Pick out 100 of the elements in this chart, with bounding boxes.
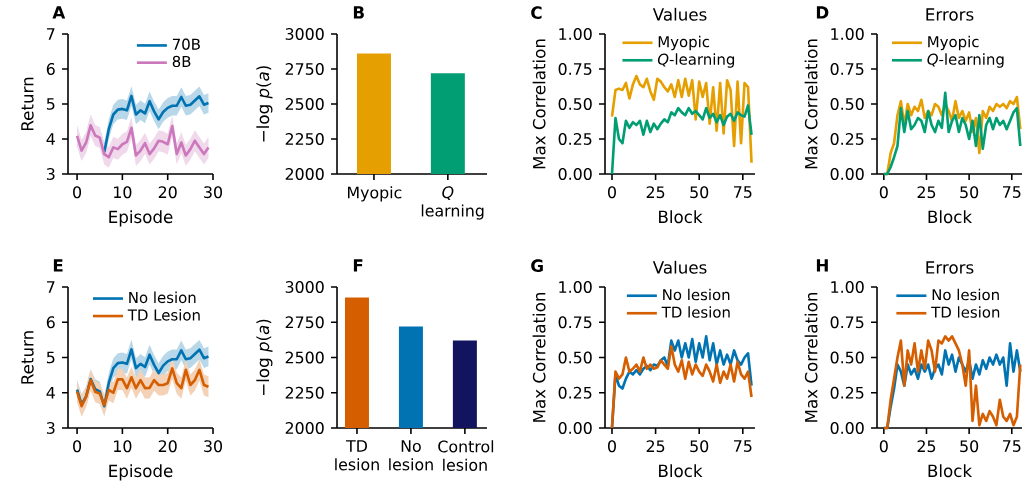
y-axis-title: −log p(a) [256,319,273,396]
x-tick-label: 0 [608,440,616,453]
text: E [53,259,63,272]
y-tick-label: 1.00 [831,28,864,40]
y-tick-label: 0.00 [558,422,592,434]
x-axis-title: Block [659,210,703,224]
y-tick-label: 0.25 [558,386,592,399]
x-tick-label: 25 [917,440,936,453]
x-tick-label: 25 [917,186,936,199]
text: C [531,6,542,19]
y-tick-label: 2250 [285,133,324,145]
y-tick-label: 2250 [285,386,324,399]
text: F [353,259,363,272]
x-axis-title: Block [928,464,973,478]
y-axis-title: Max Correlation [804,292,818,422]
legend-label: No lesion [932,288,999,301]
x-tick-label: No lesion [389,440,433,471]
y-tick-label: 2000 [285,168,324,180]
y-tick-label: 0.25 [558,133,592,145]
y-tick-label: 2750 [285,63,324,75]
line-series [610,104,753,176]
x-axis-title: Block [659,464,703,478]
legend-label: TD lesion [661,306,730,318]
y-tick-label: 0.25 [830,386,864,399]
y-tick-label: 1.00 [559,281,592,293]
y-tick-label: 5 [46,98,55,110]
y-tick-label: 0.75 [558,316,592,329]
x-tick-label: 30 [204,440,223,453]
y-tick-label: 6 [46,316,55,329]
line-series [75,367,210,408]
chart-title: Errors [926,261,974,274]
x-tick-label: 0 [879,186,888,199]
x-tick-label: Control lesion [438,440,494,471]
x-tick-label: 50 [960,440,979,453]
line-series [75,124,210,159]
legend-label: 8B [172,55,191,68]
y-tick-label: 0.25 [830,133,864,145]
x-tick-label: 30 [204,186,223,199]
x-tick-label: 0 [608,186,616,199]
legend-label: Q-learning [657,53,735,68]
text: A [52,6,66,19]
x-tick-label: 0 [73,440,82,453]
y-tick-label: 4 [46,133,55,145]
y-axis-title: Max Correlation [804,39,818,169]
y-tick-label: 5 [46,351,55,364]
legend-label: TD Lesion [127,309,200,321]
y-axis-title: −log p(a) [256,66,273,142]
y-tick-label: 0.50 [558,351,592,364]
x-tick-label: 75 [1003,440,1021,452]
text: G [531,259,543,272]
text: D [816,6,829,19]
y-tick-label: 3 [46,168,55,180]
y-tick-label: 3 [46,422,55,434]
x-axis-title: Episode [109,210,173,227]
x-tick-label: 75 [1003,186,1021,198]
x-tick-label: 10 [114,186,132,199]
x-tick-label: 20 [158,186,177,199]
y-tick-label: 0.75 [830,63,864,75]
y-tick-label: 0.50 [830,351,864,364]
x-tick-label: 50 [690,186,709,199]
x-axis-title: Block [928,210,973,224]
y-axis-title: Max Correlation [532,292,546,422]
chart-title: Values [652,260,707,274]
y-tick-label: 7 [47,281,55,293]
y-tick-label: 3000 [285,28,324,40]
legend-label: Myopic [658,35,710,51]
line-series [102,94,210,154]
y-tick-label: 0.75 [558,63,592,75]
x-tick-label: 25 [646,440,665,453]
y-axis-title: Return [21,77,34,131]
y-tick-label: 7 [47,28,55,40]
x-tick-label: 25 [646,186,665,199]
legend-label: Q-learning [927,53,1004,68]
legend-label: 70B [172,38,200,50]
y-tick-label: 0.75 [830,316,864,329]
x-tick-label: Myopic [348,186,402,202]
y-tick-label: 0.50 [830,98,864,110]
x-tick-label: TD lesion [335,440,379,471]
legend-label: No lesion [663,288,730,301]
x-tick-label: Q learning [421,186,484,220]
y-tick-label: 0.00 [830,168,864,180]
y-tick-label: 1.00 [831,281,864,293]
x-axis-title: Episode [109,464,173,481]
x-tick-label: 75 [734,186,752,198]
y-tick-label: 0.00 [830,422,864,434]
y-tick-label: 2750 [285,316,324,329]
y-tick-label: 2500 [285,351,324,364]
text: H [816,259,828,272]
x-tick-label: 50 [690,440,709,453]
legend-label: TD lesion [931,306,1000,318]
x-tick-label: 75 [734,440,752,452]
y-tick-label: 0.50 [558,98,592,110]
y-axis-title: Max Correlation [532,39,546,169]
x-tick-label: 0 [879,440,888,453]
y-tick-label: 6 [46,63,55,75]
y-tick-label: 0.00 [558,168,592,180]
chart-title: Values [652,7,707,21]
legend-label: Myopic [928,35,979,51]
y-axis-title: Return [21,331,34,384]
x-tick-label: 20 [158,440,177,453]
